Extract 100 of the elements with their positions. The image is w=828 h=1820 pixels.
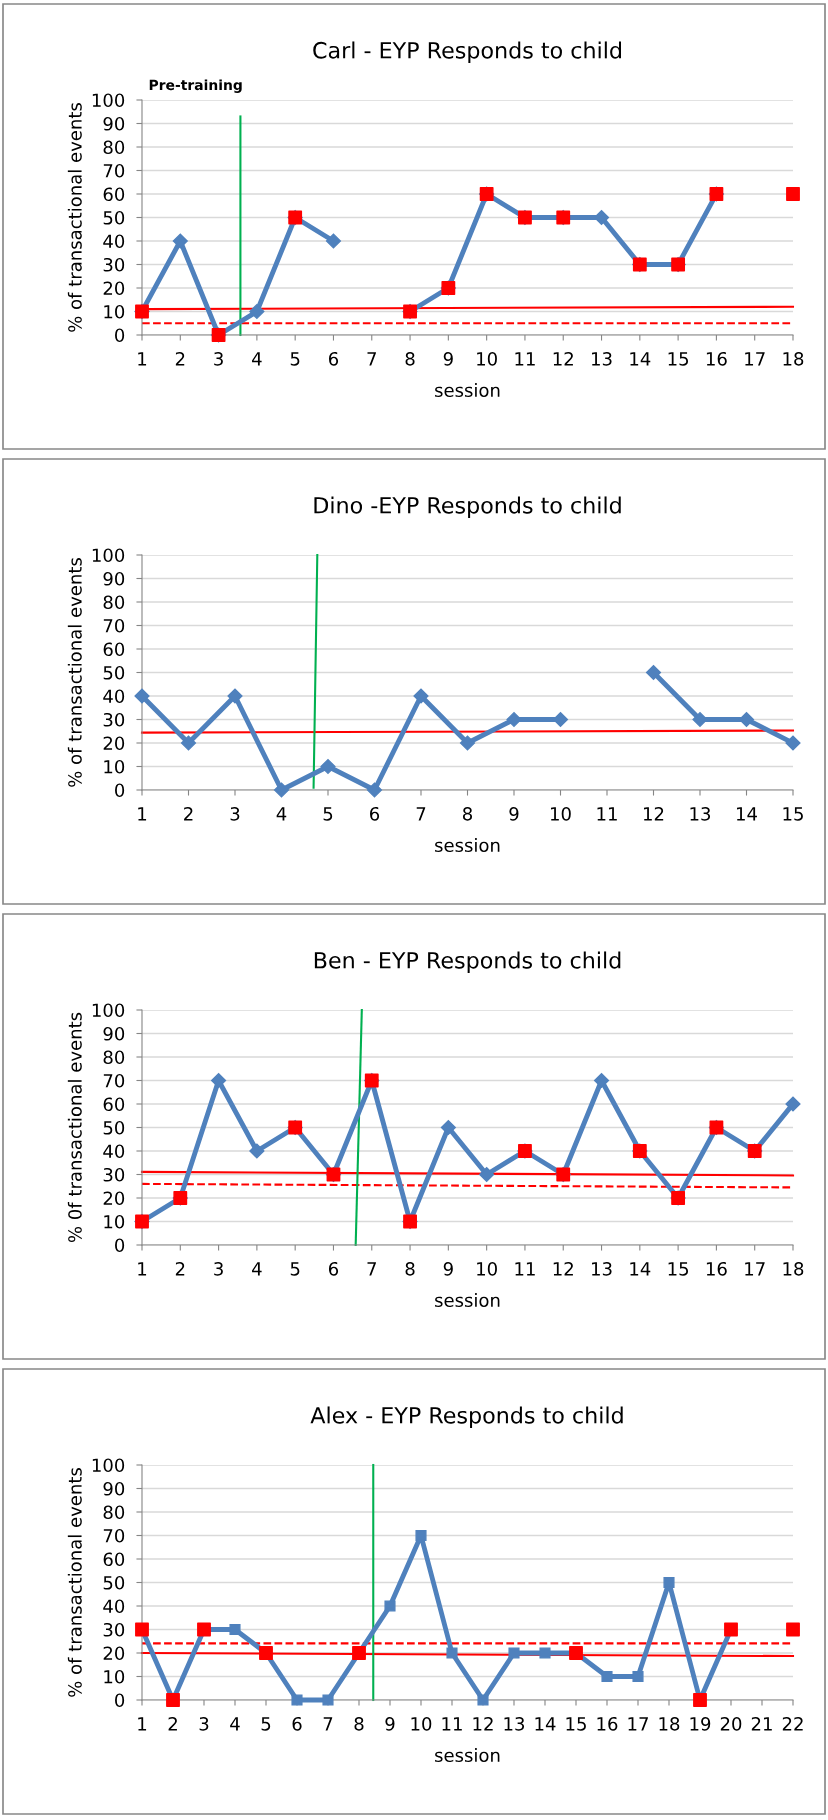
x-tick-label: 15: [783, 807, 803, 821]
chart-title: Dino -EYP Responds to child: [314, 496, 621, 518]
x-tick-label: 20: [720, 1716, 742, 1731]
y-axis-title: % of transactional events: [67, 103, 82, 332]
x-tick-label: 12: [553, 1261, 573, 1276]
x-tick-label: 7: [416, 807, 426, 821]
point: [172, 233, 188, 249]
y-tick-label: 100: [92, 93, 125, 108]
y-tick-label: 80: [103, 595, 125, 610]
y-axis-title: % of transactional events: [67, 1468, 82, 1697]
point: [291, 1694, 303, 1706]
y-tick-label: 70: [103, 163, 125, 178]
x-tick-label: 2: [184, 806, 193, 821]
x-tick-label: 8: [354, 1716, 364, 1731]
point: [322, 1694, 334, 1706]
x-tick-label: 18: [783, 1261, 804, 1276]
y-tick-label: 50: [103, 1575, 125, 1590]
y-tick-label: 40: [103, 1599, 125, 1614]
x-tick-label: 6: [292, 1716, 302, 1731]
x-tick-label: 2: [175, 1261, 185, 1276]
x-tick-label: 1: [138, 1262, 147, 1276]
point: [413, 688, 429, 704]
x-axis-title: session: [435, 838, 500, 853]
point: [134, 688, 150, 704]
x-tick-label: 6: [328, 1261, 339, 1276]
y-axis-title: % 0f transactional events: [67, 1012, 82, 1243]
point: [601, 1670, 613, 1683]
x-tick-label: 10: [477, 351, 497, 366]
y-tick-label: 90: [103, 116, 125, 131]
x-tick-label: 4: [252, 1262, 262, 1276]
x-axis-title: session: [435, 1748, 500, 1763]
x-tick-label: 14: [535, 1717, 556, 1731]
x-tick-label: 12: [644, 806, 664, 821]
x-tick-label: 5: [261, 1717, 271, 1731]
x-tick-label: 6: [328, 351, 339, 366]
point: [440, 1119, 456, 1136]
x-tick-label: 4: [252, 352, 262, 366]
x-tick-label: 9: [443, 1261, 453, 1276]
x-tick-label: 5: [290, 1262, 300, 1276]
x-tick-label: 10: [551, 806, 571, 821]
y-tick-label: 60: [103, 642, 125, 657]
y-tick-label: 80: [103, 1050, 125, 1065]
point: [273, 782, 290, 798]
y-tick-label: 80: [103, 1505, 125, 1520]
y-tick-label: 100: [92, 1458, 125, 1473]
x-tick-label: 14: [737, 807, 757, 821]
x-tick-label: 11: [442, 1717, 462, 1731]
y-tick-label: 60: [103, 187, 125, 202]
x-tick-label: 19: [690, 1716, 711, 1731]
x-tick-label: 17: [628, 1717, 648, 1731]
x-tick-label: 15: [668, 1262, 689, 1276]
x-tick-label: 3: [230, 806, 240, 821]
x-tick-label: 6: [370, 806, 380, 821]
x-tick-label: 13: [592, 351, 612, 366]
point: [663, 1576, 675, 1589]
point: [645, 664, 662, 681]
y-tick-label: 40: [103, 1144, 125, 1159]
x-tick-label: 18: [659, 1716, 680, 1731]
x-tick-label: 1: [138, 1717, 147, 1731]
y-tick-label: 20: [103, 1191, 125, 1206]
chart-title: Carl - EYP Responds to child: [313, 41, 621, 63]
x-tick-label: 11: [515, 1262, 535, 1276]
x-tick-label: 7: [367, 352, 376, 366]
x-tick-label: 15: [566, 1717, 586, 1731]
x-tick-label: 8: [462, 806, 473, 821]
x-tick-label: 7: [367, 1262, 376, 1276]
x-tick-label: 4: [276, 807, 287, 821]
point: [692, 711, 708, 728]
point: [785, 735, 801, 751]
x-tick-label: 18: [783, 351, 804, 366]
y-tick-label: 90: [103, 1481, 125, 1496]
point: [415, 1529, 427, 1542]
y-tick-label: 20: [103, 736, 125, 751]
point: [508, 1647, 520, 1659]
point: [320, 758, 336, 775]
y-tick-label: 70: [103, 1528, 125, 1543]
y-tick-label: 0: [115, 1693, 125, 1708]
x-tick-label: 2: [168, 1716, 177, 1731]
y-tick-label: 10: [104, 1214, 125, 1229]
y-tick-label: 20: [103, 1646, 125, 1661]
y-tick-label: 30: [103, 712, 125, 727]
y-tick-label: 40: [103, 234, 125, 249]
point: [211, 1072, 227, 1089]
y-tick-label: 90: [103, 1026, 125, 1041]
x-tick-label: 16: [706, 1261, 727, 1276]
y-tick-label: 100: [92, 1003, 125, 1018]
point: [479, 1166, 495, 1183]
chart-title: Ben - EYP Responds to child: [314, 951, 621, 973]
point: [384, 1600, 396, 1612]
point: [366, 782, 383, 798]
x-tick-label: 1: [138, 352, 147, 366]
y-tick-label: 60: [103, 1552, 125, 1567]
y-axis-title: % of transactional events: [67, 558, 82, 787]
point: [539, 1647, 551, 1659]
point: [459, 735, 476, 751]
x-axis-title: session: [435, 383, 500, 398]
x-tick-label: 13: [592, 1261, 612, 1276]
point: [786, 187, 800, 201]
x-tick-label: 3: [214, 1261, 223, 1276]
y-tick-label: 60: [103, 1097, 125, 1112]
